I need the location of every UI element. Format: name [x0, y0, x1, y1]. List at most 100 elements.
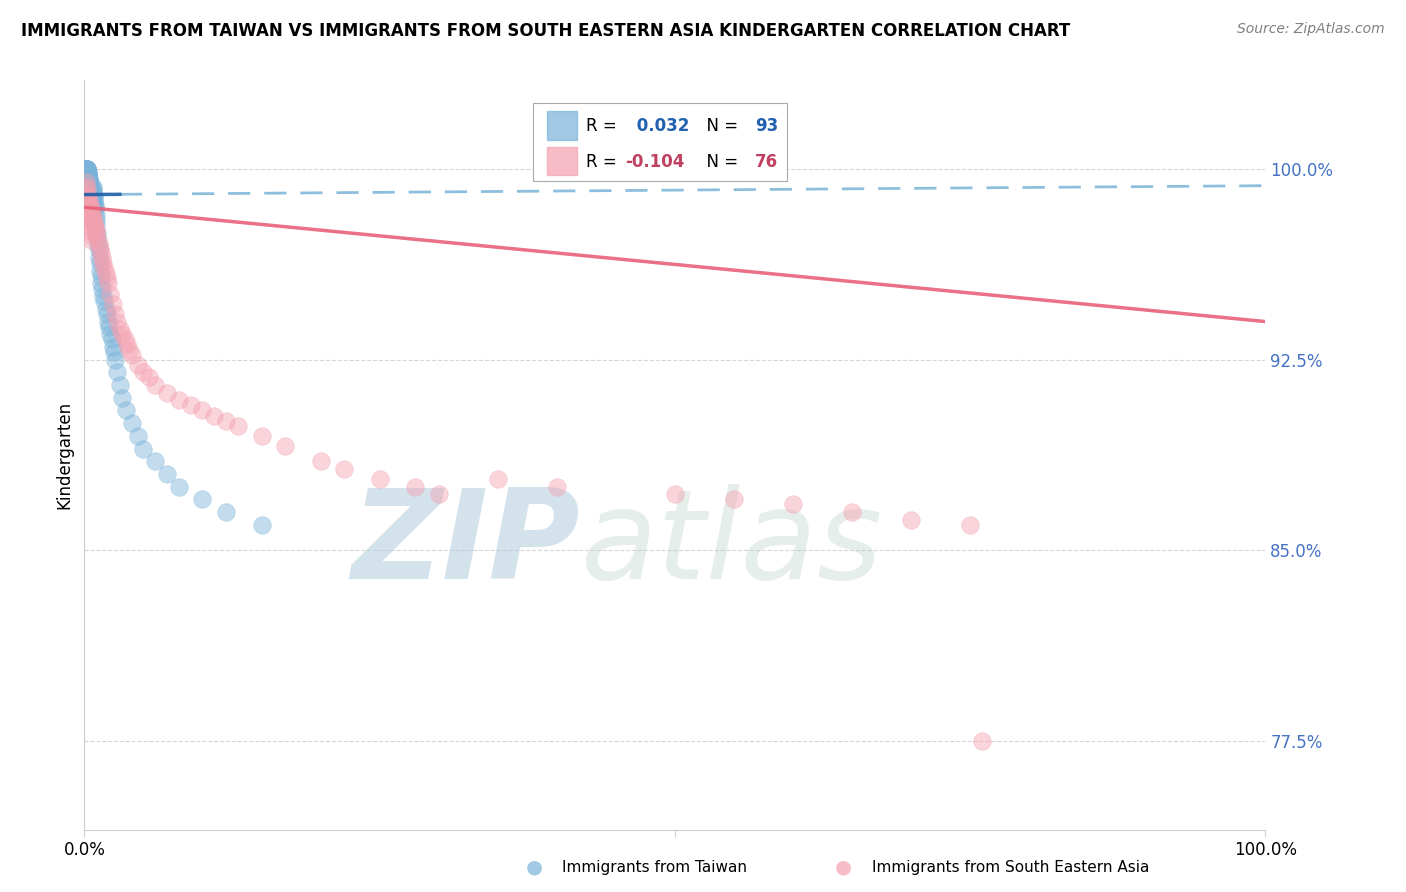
Point [91, 256, 114, 270]
Point [76, 165, 98, 179]
Point [84, 218, 107, 232]
Point [80, 190, 103, 204]
Point [83, 190, 105, 204]
Point [156, 467, 179, 481]
Point [546, 480, 568, 494]
Point [114, 403, 136, 417]
Point [84, 200, 107, 214]
Point [86, 231, 108, 245]
Point [75, 162, 97, 177]
Point [75, 162, 97, 177]
Text: atlas: atlas [581, 484, 883, 606]
Point [75, 162, 97, 177]
Point [84, 202, 107, 217]
Point [73, 162, 96, 177]
Point [93, 261, 115, 276]
Point [94, 266, 117, 280]
Point [80, 185, 103, 199]
Point [167, 480, 190, 494]
Point [111, 327, 134, 342]
Point [191, 403, 214, 417]
Point [486, 472, 509, 486]
Point [75, 162, 97, 177]
Point [79, 178, 101, 192]
Bar [533, 103, 787, 181]
Point [80, 193, 103, 207]
Point [91, 251, 114, 265]
Point [83, 187, 105, 202]
Point [75, 180, 97, 194]
Point [82, 213, 104, 227]
Point [79, 200, 101, 214]
Point [84, 226, 107, 240]
Point [333, 462, 356, 476]
Point [80, 193, 103, 207]
Point [82, 182, 104, 196]
Point [87, 251, 111, 265]
Point [132, 442, 155, 456]
Point [108, 378, 131, 392]
Point [782, 498, 804, 512]
Point [79, 180, 101, 194]
Point [83, 218, 105, 232]
Point [80, 193, 103, 207]
Point [191, 492, 214, 507]
Point [96, 307, 118, 321]
Point [250, 517, 273, 532]
Point [87, 244, 110, 258]
Point [77, 167, 100, 181]
Point [75, 162, 97, 177]
Point [368, 472, 391, 486]
Point [108, 322, 131, 336]
Point [427, 487, 450, 501]
Point [80, 190, 103, 204]
Point [274, 439, 297, 453]
Point [75, 162, 97, 177]
Point [104, 307, 127, 321]
Point [121, 416, 143, 430]
Point [90, 268, 112, 283]
Point [77, 208, 100, 222]
Point [77, 169, 100, 184]
Point [93, 294, 115, 309]
Point [80, 187, 103, 202]
Y-axis label: Kindergarten: Kindergarten [55, 401, 73, 509]
Point [75, 162, 97, 177]
Point [100, 332, 122, 346]
Point [970, 733, 993, 747]
Point [77, 167, 100, 181]
Point [80, 208, 103, 222]
Point [75, 175, 97, 189]
Point [96, 271, 118, 285]
Text: Immigrants from Taiwan: Immigrants from Taiwan [562, 860, 748, 874]
Point [82, 180, 104, 194]
Point [75, 162, 97, 177]
Point [76, 162, 98, 177]
Point [98, 327, 121, 342]
Point [91, 281, 114, 295]
Point [83, 198, 105, 212]
Point [76, 182, 98, 196]
Point [103, 345, 125, 359]
Point [114, 332, 136, 346]
Point [138, 370, 160, 384]
Point [180, 398, 202, 412]
Point [94, 301, 117, 316]
Point [79, 175, 101, 189]
Text: N =: N = [696, 153, 744, 170]
Point [127, 358, 149, 372]
Point [97, 277, 120, 291]
Point [250, 429, 273, 443]
Point [84, 223, 107, 237]
Point [77, 190, 100, 204]
Text: ●: ● [526, 857, 543, 877]
Point [75, 187, 97, 202]
Point [143, 378, 166, 392]
Point [87, 235, 110, 250]
Point [76, 162, 98, 177]
Point [79, 178, 101, 192]
Point [76, 193, 98, 207]
Point [76, 202, 98, 217]
Point [79, 198, 101, 212]
Point [80, 185, 103, 199]
